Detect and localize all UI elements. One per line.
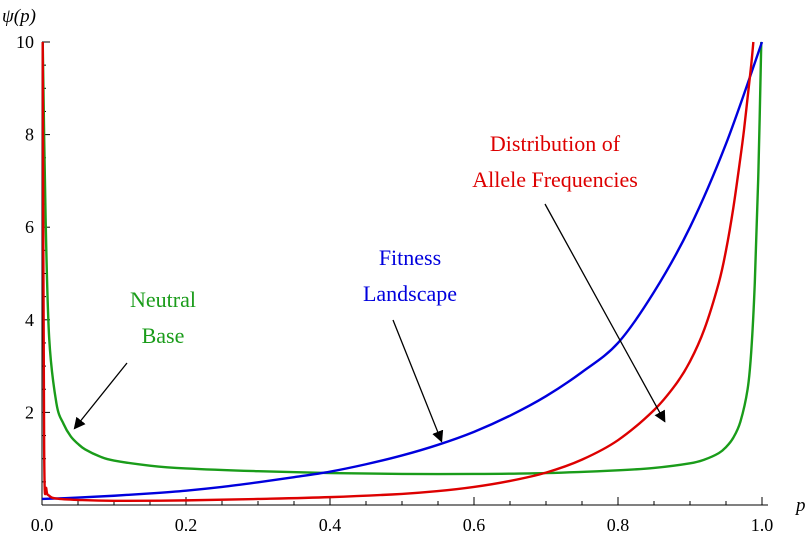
series-line-fitness-landscape [41,41,764,501]
y-tick-label: 10 [16,32,34,52]
annotation-2: Fitness Landscape [363,245,457,443]
y-tick-label: 4 [25,310,34,330]
annotation-text: Distribution of [490,131,621,156]
annotation-text: Fitness [379,245,441,270]
annotation-1: Neutral Base [73,287,196,430]
annotation-arrow [392,319,444,443]
y-tick-label: 2 [25,402,34,422]
series-line-neutral-base [41,41,763,476]
x-tick-label: 0.0 [31,515,54,535]
annotation-arrow [73,362,128,430]
x-tick-label: 0.2 [175,515,198,535]
x-tick-label: 0.8 [607,515,630,535]
annotation-text: Base [142,323,185,348]
annotation-3: Distribution of Allele Frequencies [472,131,666,423]
y-tick-label: 8 [25,125,34,145]
x-tick-label: 0.4 [319,515,342,535]
y-axis-label: ψ(p) [2,6,36,27]
annotation-layer: Neutral Base Fitness Landscape Distribution … [73,131,666,443]
annotation-text: Landscape [363,281,457,306]
x-axis-label: p [794,495,806,516]
annotation-arrow [544,203,666,423]
series-line-distribution-of-allele-frequencies [41,41,755,503]
series-layer [41,41,764,503]
axes-layer: 0.0 0.2 0.4 0.6 0.8 1.0 2 4 6 8 10 [16,32,773,535]
annotation-text: Allele Frequencies [472,167,638,192]
y-tick-label: 6 [25,217,34,237]
x-tick-label: 1.0 [751,515,774,535]
x-tick-label: 0.6 [463,515,486,535]
annotation-text: Neutral [130,287,196,312]
